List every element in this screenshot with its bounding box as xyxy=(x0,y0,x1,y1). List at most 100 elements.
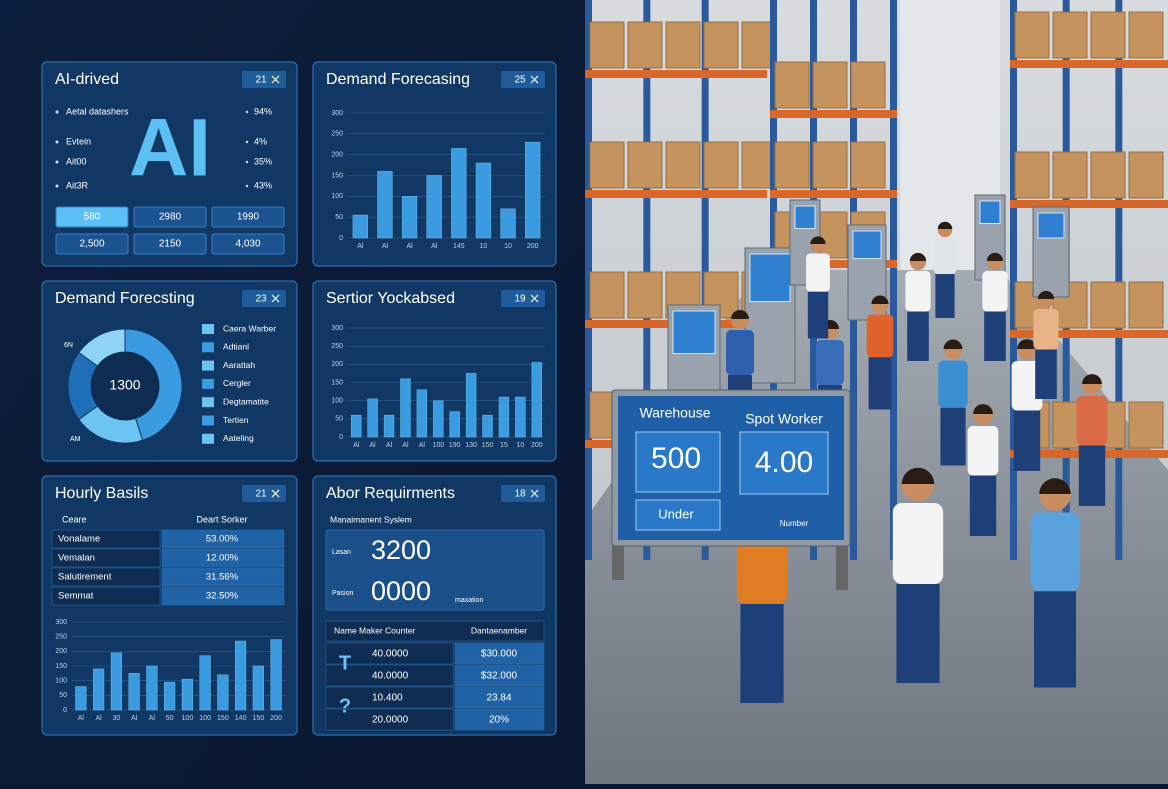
kiosk-screen xyxy=(794,205,816,229)
legs xyxy=(984,311,1006,361)
legend-label: Aateling xyxy=(223,433,254,443)
legend-label: Cergler xyxy=(223,378,251,388)
kiosk-screen xyxy=(749,253,791,302)
torso xyxy=(967,426,999,476)
x-tick-label: Al xyxy=(96,715,103,722)
table-cell xyxy=(325,708,454,731)
button[interactable] xyxy=(55,206,129,228)
donut-center: 1300 xyxy=(109,377,140,393)
box xyxy=(1128,11,1164,59)
y-tick-label: 200 xyxy=(331,361,343,368)
torso xyxy=(806,253,830,292)
button[interactable] xyxy=(133,206,207,228)
legs xyxy=(868,357,892,410)
box xyxy=(703,141,739,189)
y-tick-label: 300 xyxy=(331,110,343,117)
bar xyxy=(181,678,193,711)
row-value: 12.00% xyxy=(206,553,239,564)
box xyxy=(1128,281,1164,329)
shelf-beam xyxy=(585,190,767,198)
button-label[interactable]: 4,030 xyxy=(235,239,260,250)
stats-box xyxy=(325,529,545,611)
button[interactable] xyxy=(55,233,129,255)
bar xyxy=(351,414,362,438)
bar xyxy=(352,214,368,239)
badge xyxy=(242,290,286,307)
x-tick-label: 100 xyxy=(199,715,211,722)
legs xyxy=(1013,410,1041,471)
sign-text: Spot Worker xyxy=(745,411,823,427)
box xyxy=(589,21,625,69)
side-label: 6N xyxy=(64,342,73,349)
shelf-beam xyxy=(585,70,767,78)
hair xyxy=(901,467,935,484)
x-tick-label: 190 xyxy=(449,442,461,449)
shelf-beam xyxy=(1010,330,1168,338)
y-tick-label: 0 xyxy=(339,235,343,242)
bar xyxy=(498,396,510,438)
button-label[interactable]: 580 xyxy=(84,212,101,223)
bar xyxy=(128,673,140,711)
bar xyxy=(93,668,105,711)
cell-value: 40.0000 xyxy=(372,671,409,682)
badge-number: 25 xyxy=(514,75,526,86)
row-icon: T xyxy=(339,652,351,674)
table-cell xyxy=(51,548,161,568)
table-cell xyxy=(51,529,161,549)
bar xyxy=(433,400,444,438)
box xyxy=(703,21,739,69)
shelf-upright xyxy=(1115,0,1123,560)
box xyxy=(1128,401,1164,449)
box xyxy=(1090,151,1126,199)
bar xyxy=(75,686,87,711)
row-icon: ? xyxy=(339,695,351,717)
button-label[interactable]: 2150 xyxy=(159,239,182,250)
row-label: Salutirement xyxy=(58,572,112,583)
bar xyxy=(482,414,493,438)
cell-value: $32.000 xyxy=(481,671,518,682)
button-label[interactable]: 2980 xyxy=(159,212,182,223)
bullet xyxy=(245,184,249,188)
sign-value: 4.00 xyxy=(755,446,813,479)
bar xyxy=(531,362,542,438)
box xyxy=(589,271,625,319)
button[interactable] xyxy=(133,233,207,255)
box xyxy=(1014,151,1050,199)
close-icon xyxy=(530,75,539,84)
stat-label: Lasan xyxy=(332,549,351,556)
box xyxy=(774,141,810,189)
hair xyxy=(943,339,963,349)
subtitle: Manaimanent Syslem xyxy=(330,514,412,524)
badge xyxy=(501,485,545,502)
legs xyxy=(1034,591,1076,688)
y-tick-label: 50 xyxy=(59,692,67,699)
table-header: Name Maker Counter xyxy=(334,625,415,635)
x-tick-label: Al xyxy=(370,442,377,449)
side-label: AM xyxy=(70,436,81,443)
box xyxy=(1052,151,1088,199)
sign-post xyxy=(612,540,624,580)
button[interactable] xyxy=(211,233,285,255)
stat-value: 0000 xyxy=(371,576,431,606)
table-header: Deart Sorker xyxy=(196,514,247,524)
hair xyxy=(909,252,927,261)
x-tick-label: Al xyxy=(353,442,360,449)
button-label[interactable]: 2,500 xyxy=(79,239,104,250)
x-tick-label: Al xyxy=(406,243,413,250)
hair xyxy=(731,310,749,319)
x-tick-label: 200 xyxy=(531,442,543,449)
x-tick-label: 200 xyxy=(270,715,282,722)
table-cell xyxy=(161,586,285,606)
button[interactable] xyxy=(211,206,285,228)
panel-title: Hourly Basils xyxy=(55,485,148,502)
shelf-upright xyxy=(890,0,897,560)
hair xyxy=(1082,374,1102,384)
y-tick-label: 300 xyxy=(55,619,67,626)
torso xyxy=(892,503,944,584)
y-tick-label: 100 xyxy=(331,398,343,405)
box xyxy=(1052,11,1088,59)
panel-title: Demand Forecasing xyxy=(326,71,470,88)
button-label[interactable]: 1990 xyxy=(237,212,260,223)
hair xyxy=(937,221,953,229)
hair xyxy=(1039,478,1071,494)
